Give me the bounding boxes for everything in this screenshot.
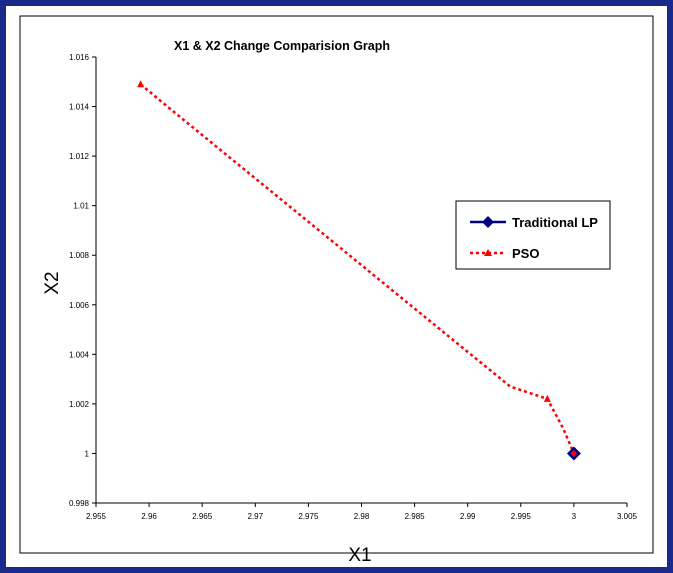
- y-tick-label: 1.012: [69, 152, 90, 161]
- y-tick-label: 1.014: [69, 103, 90, 112]
- x-tick-label: 2.99: [460, 512, 476, 521]
- legend-marker-traditional-lp: [482, 216, 494, 228]
- series-pso-point: [137, 80, 145, 88]
- x-tick-label: 2.965: [192, 512, 213, 521]
- x-tick-label: 3: [572, 512, 577, 521]
- x-tick-label: 2.98: [354, 512, 370, 521]
- x-tick-label: 2.995: [511, 512, 532, 521]
- y-ticks: 0.998 1 1.002 1.004 1.006 1.008 1.01 1.012 1.014…: [69, 53, 96, 508]
- y-tick-label: 1.01: [73, 202, 89, 211]
- series-pso-point: [543, 394, 551, 402]
- x-tick-label: 3.005: [617, 512, 638, 521]
- x-tick-label: 2.955: [86, 512, 107, 521]
- y-tick-label: 1.006: [69, 301, 90, 310]
- series-layer: [137, 80, 581, 461]
- x-tick-label: 2.96: [141, 512, 157, 521]
- series-pso-end-point: [570, 449, 578, 457]
- y-tick-label: 1.002: [69, 400, 90, 409]
- x-ticks: 2.955 2.96 2.965 2.97 2.975 2.98 2.985 2.99 2.99…: [86, 503, 638, 521]
- y-tick-label: 1.004: [69, 350, 90, 359]
- y-axis-title: X2: [42, 271, 63, 294]
- legend-label-traditional-lp: Traditional LP: [512, 215, 598, 230]
- chart-area-border: [19, 15, 654, 554]
- y-tick-label: 1: [85, 449, 90, 458]
- legend-marker-pso: [484, 249, 492, 256]
- legend-label-pso: PSO: [512, 246, 539, 261]
- y-tick-label: 0.998: [69, 499, 90, 508]
- legend: Traditional LP PSO: [455, 200, 611, 270]
- x-tick-label: 2.97: [248, 512, 264, 521]
- chart-title: X1 & X2 Change Comparision Graph: [174, 39, 390, 53]
- x-axis-title: X1: [348, 545, 371, 566]
- x-tick-label: 2.985: [405, 512, 426, 521]
- legend-box: [455, 200, 611, 270]
- y-tick-label: 1.016: [69, 53, 90, 62]
- y-tick-label: 1.008: [69, 251, 90, 260]
- x-tick-label: 2.975: [298, 512, 319, 521]
